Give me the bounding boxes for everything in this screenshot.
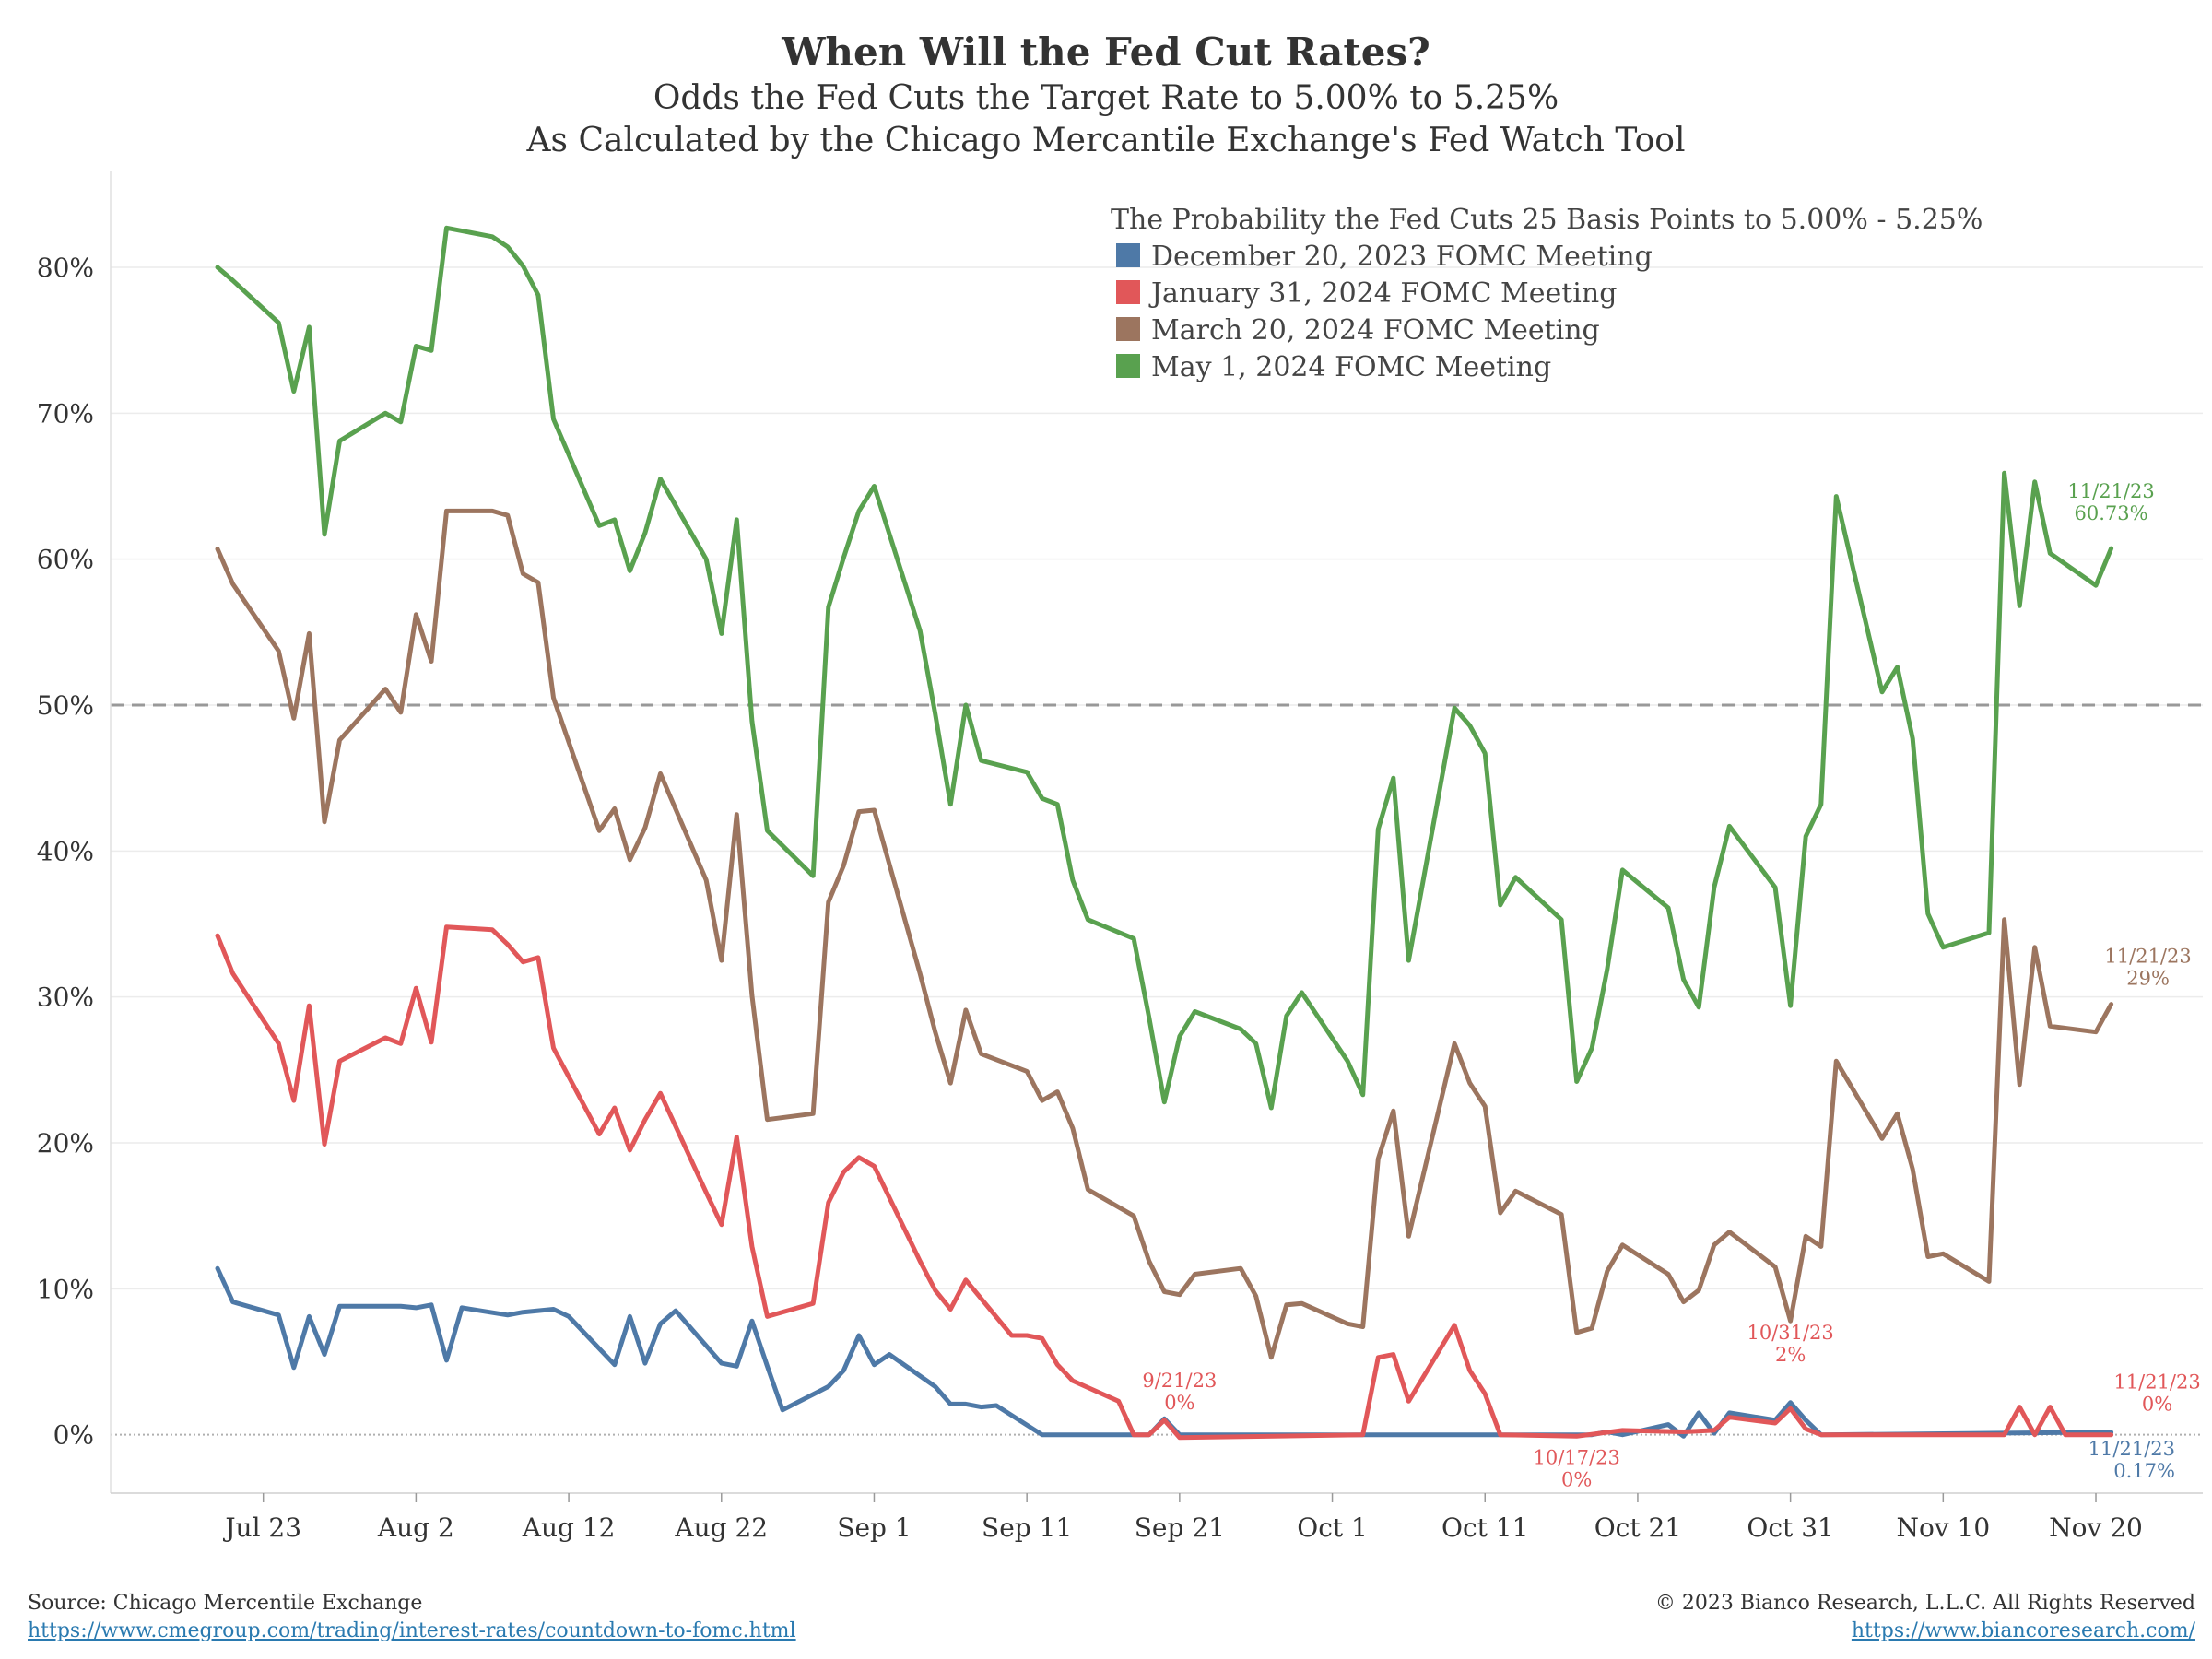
legend-entry-3: May 1, 2024 FOMC Meeting [1151,351,1551,383]
gridlines [111,266,2203,1436]
axes: 0% 10% 20% 30% 40% 50% 60% 70% 80% Jul 23 Aug 2 Aug… [37,171,2203,1543]
x-tick-label: Oct 11 [1441,1512,1528,1543]
chart-title: When Will the Fed Cut Rates? [782,29,1430,75]
annotation-label: 0% [2142,1394,2172,1416]
legend-swatch-0 [1116,243,1140,267]
annotation-label: 0% [1561,1468,1592,1490]
source-link[interactable]: https://www.cmegroup.com/trading/interes… [28,1619,796,1642]
annotations: 11/21/230.17%9/21/230%10/17/230%10/31/23… [1142,480,2200,1490]
series-line-2 [215,508,2114,1360]
y-tick-label: 50% [37,690,94,721]
copyright-text: © 2023 Bianco Research, L.L.C. All Right… [1654,1592,2195,1615]
annotation-label: 11/21/23 [2067,480,2154,502]
series-lines [215,225,2114,1441]
x-tick-label: Nov 10 [1896,1512,1990,1543]
y-tick-label: 40% [37,836,94,866]
annotation-label: 29% [2126,968,2170,990]
series-line-3 [215,225,2114,1111]
series-line-1 [215,924,2114,1441]
legend-entry-0: December 20, 2023 FOMC Meeting [1151,241,1653,273]
annotation-label: 60.73% [2075,502,2148,524]
legend-swatch-2 [1116,317,1140,341]
chart-titles: When Will the Fed Cut Rates? Odds the Fe… [0,28,2212,162]
annotation-label: 10/17/23 [1533,1446,1619,1468]
x-tick-label: Jul 23 [222,1512,301,1543]
y-tick-label: 60% [37,545,94,575]
y-tick-label: 20% [37,1128,94,1159]
legend-swatch-3 [1116,354,1140,378]
annotation-label: 10/31/23 [1747,1322,1833,1344]
annotation-label: 11/21/23 [2113,1371,2200,1394]
footer-source: Source: Chicago Mercentile Exchange http… [28,1590,796,1645]
annotation-label: 0.17% [2113,1460,2175,1482]
x-tick-label: Oct 1 [1297,1512,1368,1543]
y-tick-label: 30% [37,982,94,1013]
legend-entry-2: March 20, 2024 FOMC Meeting [1151,314,1600,347]
annotation-label: 2% [1775,1344,1806,1366]
legend: The Probability the Fed Cuts 25 Basis Po… [1111,204,1983,383]
x-tick-label: Aug 22 [674,1512,768,1543]
site-link[interactable]: https://www.biancoresearch.com/ [1851,1619,2195,1642]
x-tick-label: Aug 12 [522,1512,616,1543]
x-tick-label: Sep 21 [1135,1512,1225,1543]
y-tick-label: 0% [53,1420,94,1451]
annotation-label: 9/21/23 [1142,1370,1217,1392]
annotation-label: 11/21/23 [2104,946,2191,968]
legend-title: The Probability the Fed Cuts 25 Basis Po… [1111,204,1983,236]
y-tick-label: 70% [37,398,94,429]
footer-copyright: © 2023 Bianco Research, L.L.C. All Right… [1655,1590,2195,1645]
x-tick-label: Oct 31 [1747,1512,1833,1543]
annotation-label: 0% [1164,1392,1194,1414]
y-tick-label: 80% [37,253,94,283]
x-tick-label: Sep 11 [982,1512,1072,1543]
y-tick-label: 10% [37,1274,94,1304]
legend-swatch-1 [1116,280,1140,304]
x-tick-label: Aug 2 [377,1512,454,1543]
x-tick-label: Sep 1 [837,1512,911,1543]
source-label: Source: Chicago Mercentile Exchange [28,1592,423,1615]
x-tick-label: Nov 20 [2049,1512,2143,1543]
x-tick-label: Oct 21 [1594,1512,1681,1543]
chart-subtitle-line-1: Odds the Fed Cuts the Target Rate to 5.0… [653,79,1559,117]
chart-subtitle-line-2: As Calculated by the Chicago Mercantile … [526,122,1686,159]
annotation-label: 11/21/23 [2088,1438,2175,1460]
legend-entry-1: January 31, 2024 FOMC Meeting [1148,277,1617,310]
